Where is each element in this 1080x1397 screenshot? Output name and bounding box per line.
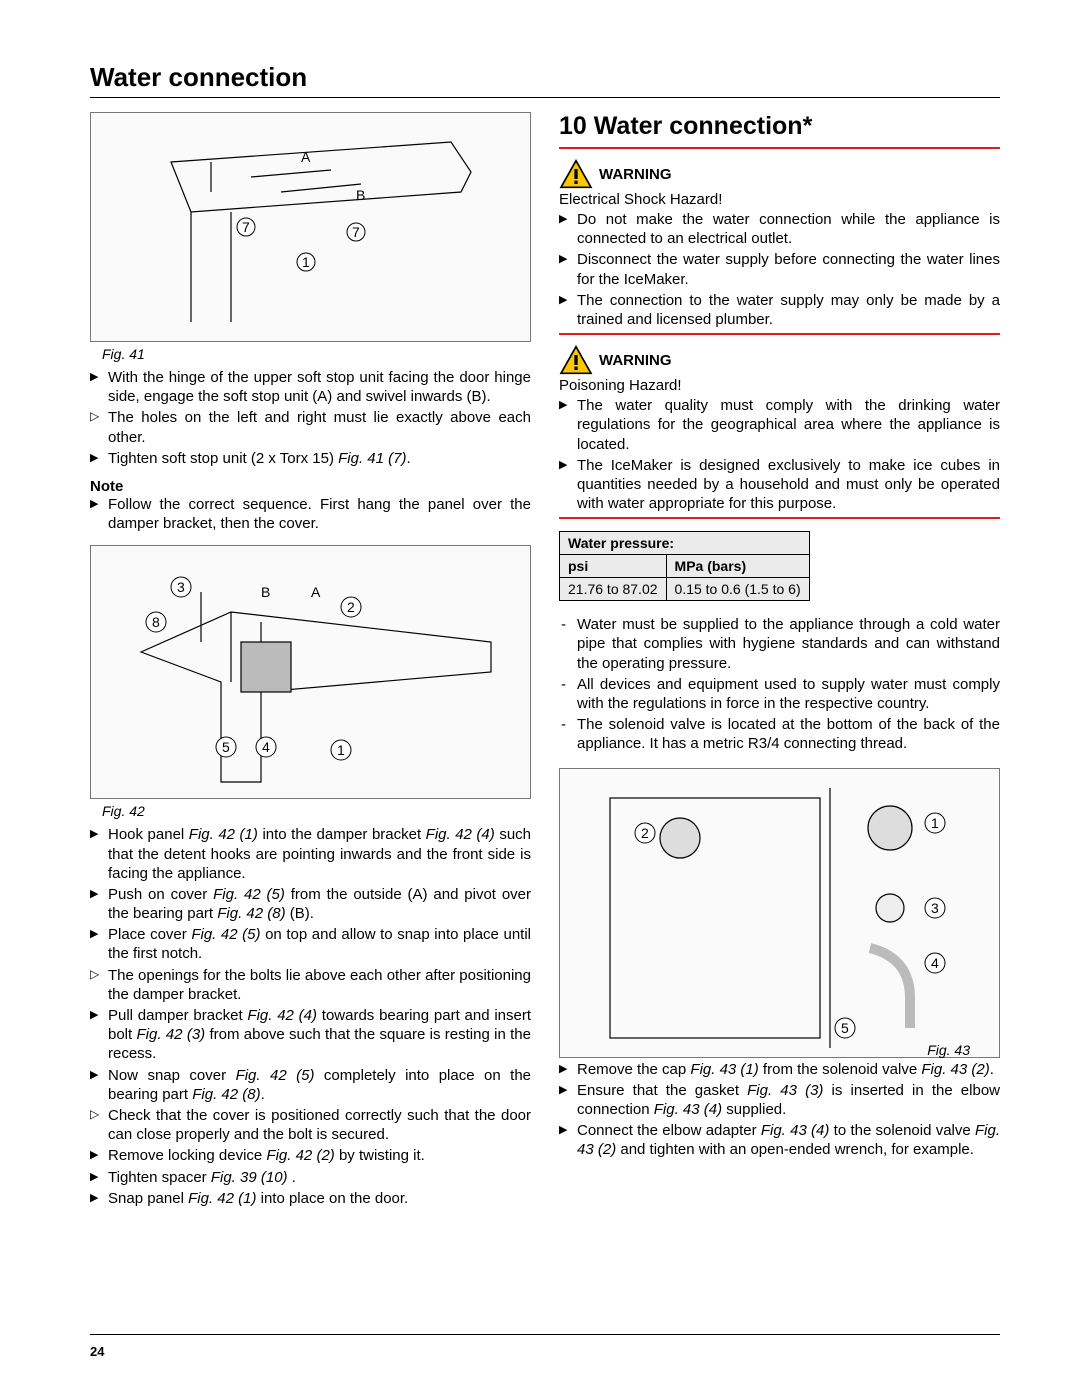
instruction-item: Push on cover Fig. 42 (5) from the outsi… [90, 885, 531, 923]
instruction-item: Tighten soft stop unit (2 x Torx 15) Fig… [90, 449, 531, 468]
warning-1-items: Do not make the water connection while t… [559, 210, 1000, 329]
figure-42-svg: 3 8 B A 2 5 4 1 [111, 552, 511, 792]
svg-text:B: B [261, 584, 270, 600]
columns: A B 7 7 1 Fig. 41 With the hinge of the … [90, 112, 1000, 1210]
instruction-item: The holes on the left and right must lie… [90, 408, 531, 446]
svg-text:3: 3 [177, 579, 185, 595]
instruction-item: With the hinge of the upper soft stop un… [90, 368, 531, 406]
instruction-item: The IceMaker is designed exclusively to … [559, 456, 1000, 514]
red-rule-1 [559, 147, 1000, 149]
list-item: The solenoid valve is located at the bot… [559, 715, 1000, 753]
dash-items: Water must be supplied to the appliance … [559, 615, 1000, 753]
left-column: A B 7 7 1 Fig. 41 With the hinge of the … [90, 112, 531, 1210]
svg-text:8: 8 [152, 614, 160, 630]
svg-text:3: 3 [931, 900, 939, 916]
instruction-item: Snap panel Fig. 42 (1) into place on the… [90, 1189, 531, 1208]
svg-text:1: 1 [302, 254, 310, 270]
svg-text:7: 7 [352, 224, 360, 240]
svg-text:2: 2 [347, 599, 355, 615]
instruction-item: Remove the cap Fig. 43 (1) from the sole… [559, 1060, 1000, 1079]
fig43-caption: Fig. 43 [927, 1042, 970, 1058]
svg-text:4: 4 [262, 739, 270, 755]
svg-text:1: 1 [337, 742, 345, 758]
figure-41: A B 7 7 1 [90, 112, 531, 342]
water-pressure-table: Water pressure: psi MPa (bars) 21.76 to … [559, 531, 810, 601]
svg-text:A: A [301, 149, 311, 165]
svg-text:5: 5 [841, 1020, 849, 1036]
steps-43: Remove the cap Fig. 43 (1) from the sole… [559, 1060, 1000, 1160]
warning-1-header: WARNING [559, 159, 1000, 189]
instruction-item: The connection to the water supply may o… [559, 291, 1000, 329]
page-number: 24 [90, 1344, 104, 1359]
figure-41-svg: A B 7 7 1 [131, 122, 491, 332]
warning-icon [559, 345, 593, 375]
instruction-item: Now snap cover Fig. 42 (5) completely in… [90, 1066, 531, 1104]
wp-h1: MPa (bars) [666, 555, 809, 578]
page: Water connection A B 7 7 1 [0, 0, 1080, 1250]
right-column: 10 Water connection* WARNING Electrical … [559, 112, 1000, 1210]
steps-41: With the hinge of the upper soft stop un… [90, 368, 531, 468]
instruction-item: Disconnect the water supply before conne… [559, 250, 1000, 288]
warning-2-header: WARNING [559, 345, 1000, 375]
note-steps: Follow the correct sequence. First hang … [90, 495, 531, 533]
red-rule-3 [559, 517, 1000, 519]
instruction-item: Do not make the water connection while t… [559, 210, 1000, 248]
section-title: 10 Water connection* [559, 112, 1000, 141]
svg-text:2: 2 [641, 825, 649, 841]
svg-text:7: 7 [242, 219, 250, 235]
wp-c0: 21.76 to 87.02 [560, 578, 667, 601]
note-head: Note [90, 478, 531, 495]
list-item: All devices and equipment used to supply… [559, 675, 1000, 713]
svg-text:A: A [311, 584, 321, 600]
instruction-item: The openings for the bolts lie above eac… [90, 966, 531, 1004]
warning-icon [559, 159, 593, 189]
bottom-rule [90, 1334, 1000, 1335]
warning-2-sub: Poisoning Hazard! [559, 377, 1000, 394]
warning-1-sub: Electrical Shock Hazard! [559, 191, 1000, 208]
svg-text:B: B [356, 187, 365, 203]
figure-43: 1 2 3 4 5 [559, 768, 1000, 1058]
instruction-item: Connect the elbow adapter Fig. 43 (4) to… [559, 1121, 1000, 1159]
wp-title: Water pressure: [560, 532, 810, 555]
instruction-item: Place cover Fig. 42 (5) on top and allow… [90, 925, 531, 963]
steps-42: Hook panel Fig. 42 (1) into the damper b… [90, 825, 531, 1208]
wp-h0: psi [560, 555, 667, 578]
wp-c1: 0.15 to 0.6 (1.5 to 6) [666, 578, 809, 601]
fig42-caption: Fig. 42 [102, 803, 531, 819]
svg-text:4: 4 [931, 955, 939, 971]
top-rule [90, 97, 1000, 98]
warning-2-items: The water quality must comply with the d… [559, 396, 1000, 513]
instruction-item: Hook panel Fig. 42 (1) into the damper b… [90, 825, 531, 883]
red-rule-2 [559, 333, 1000, 335]
list-item: Water must be supplied to the appliance … [559, 615, 1000, 673]
instruction-item: Pull damper bracket Fig. 42 (4) towards … [90, 1006, 531, 1064]
warning-2-label: WARNING [599, 352, 672, 369]
figure-43-svg: 1 2 3 4 5 [590, 778, 970, 1048]
svg-text:5: 5 [222, 739, 230, 755]
warning-1-label: WARNING [599, 166, 672, 183]
svg-text:1: 1 [931, 815, 939, 831]
instruction-item: Tighten spacer Fig. 39 (10) . [90, 1168, 531, 1187]
fig41-caption: Fig. 41 [102, 346, 531, 362]
instruction-item: The water quality must comply with the d… [559, 396, 1000, 454]
running-title: Water connection [90, 62, 1000, 93]
instruction-item: Ensure that the gasket Fig. 43 (3) is in… [559, 1081, 1000, 1119]
figure-42: 3 8 B A 2 5 4 1 [90, 545, 531, 799]
instruction-item: Follow the correct sequence. First hang … [90, 495, 531, 533]
instruction-item: Check that the cover is positioned corre… [90, 1106, 531, 1144]
instruction-item: Remove locking device Fig. 42 (2) by twi… [90, 1146, 531, 1165]
